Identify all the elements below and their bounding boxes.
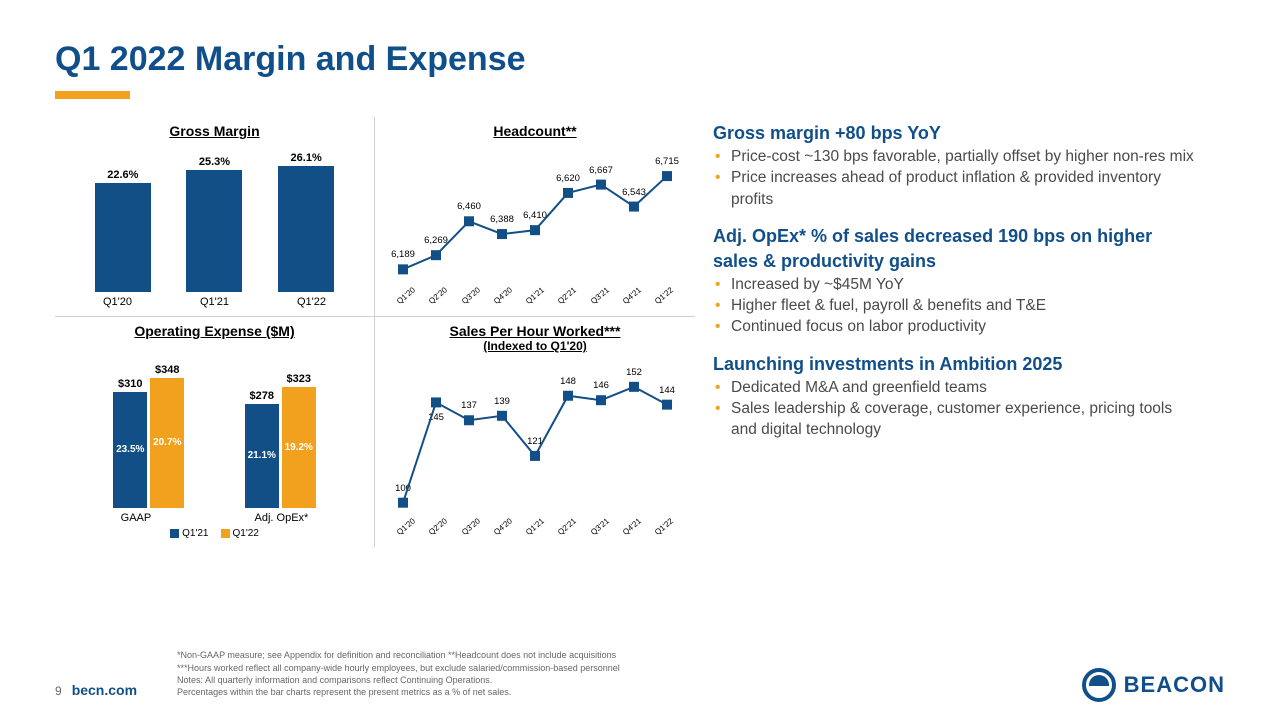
slide-title: Q1 2022 Margin and Expense [55,40,1225,79]
footnotes: *Non-GAAP measure; see Appendix for defi… [177,649,620,698]
bullet: Price increases ahead of product inflati… [715,167,1195,210]
gross-margin-chart: Gross Margin 22.6%25.3%26.1% Q1'20Q1'21Q… [55,117,375,317]
chart-title: Gross Margin [69,123,360,139]
bullet: Higher fleet & fuel, payroll & benefits … [715,295,1195,316]
chart-title: Headcount** [389,123,681,139]
footer-url: becn.com [72,682,137,698]
charts-grid: Gross Margin 22.6%25.3%26.1% Q1'20Q1'21Q… [55,117,695,547]
chart-title: Sales Per Hour Worked*** [389,323,681,339]
heading-ambition: Launching investments in Ambition 2025 [713,352,1195,377]
page-number: 9 [55,684,62,698]
beacon-logo-text: BEACON [1124,672,1225,698]
beacon-logo: BEACON [1082,668,1225,702]
chart-subtitle: (Indexed to Q1'20) [389,339,681,353]
heading-opex: Adj. OpEx* % of sales decreased 190 bps … [713,224,1195,274]
bullet: Continued focus on labor productivity [715,316,1195,337]
chart-title: Operating Expense ($M) [69,323,360,339]
bullet: Sales leadership & coverage, customer ex… [715,398,1195,441]
headcount-chart: Headcount** 6,1896,2696,4606,3886,4106,6… [375,117,695,317]
sph-chart: Sales Per Hour Worked*** (Indexed to Q1'… [375,317,695,547]
opex-chart: Operating Expense ($M) $31023.5%$34820.7… [55,317,375,547]
bullet: Increased by ~$45M YoY [715,274,1195,295]
commentary: Gross margin +80 bps YoY Price-cost ~130… [695,117,1195,547]
bullet: Price-cost ~130 bps favorable, partially… [715,146,1195,167]
bullet: Dedicated M&A and greenfield teams [715,377,1195,398]
accent-bar [55,91,130,99]
footer: 9 becn.com *Non-GAAP measure; see Append… [55,649,1225,698]
heading-gm: Gross margin +80 bps YoY [713,121,1195,146]
beacon-logo-icon [1082,668,1116,702]
